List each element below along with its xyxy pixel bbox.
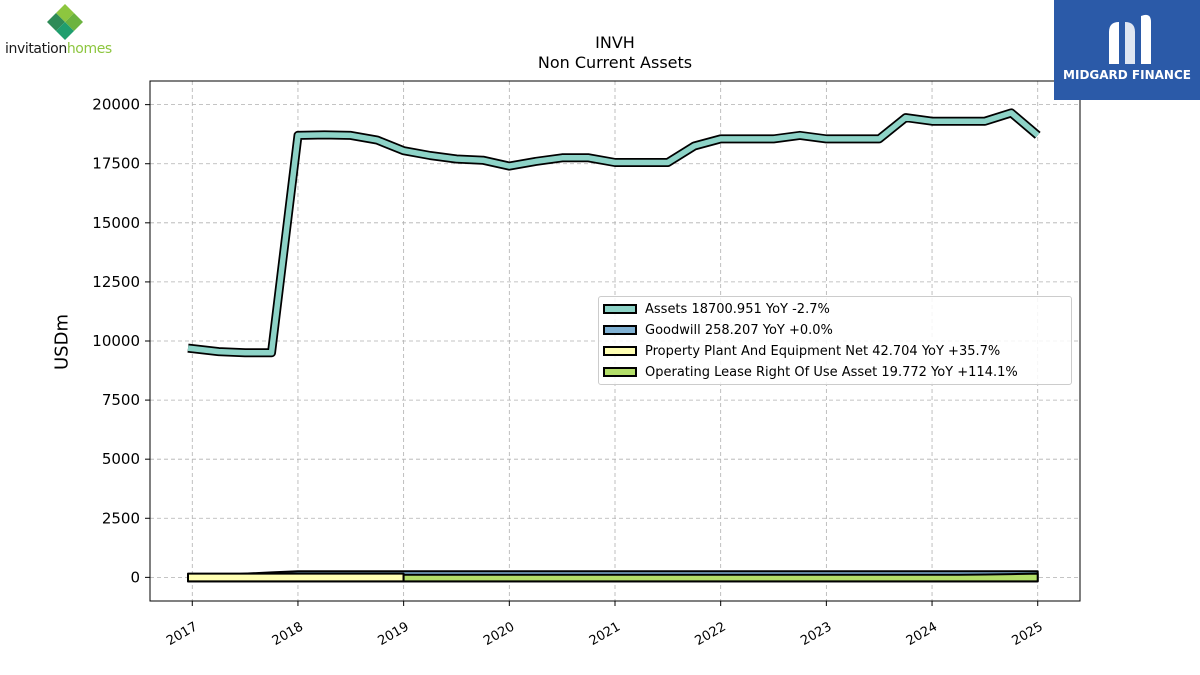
legend-label-ppe: Property Plant And Equipment Net 42.704 … xyxy=(645,343,1001,359)
midgard-name: MIDGARD FINANCE xyxy=(1063,68,1191,82)
invitation-homes-logo: invitationhomes xyxy=(0,0,140,64)
brand-name-part2: homes xyxy=(66,41,112,57)
legend-item-assets: Assets 18700.951 YoY -2.7% xyxy=(603,299,830,319)
chart-subtitle: Non Current Assets xyxy=(537,53,693,72)
series-assets xyxy=(187,108,1041,358)
y-tick-label: 5000 xyxy=(102,450,140,468)
series-operating-lease-area xyxy=(402,572,1039,583)
x-tick-label: 2021 xyxy=(587,619,623,649)
brand-name: invitationhomes xyxy=(5,41,112,57)
clover-icon xyxy=(47,4,83,40)
y-tick-label: 10000 xyxy=(92,332,140,350)
y-tick-label: 2500 xyxy=(102,509,140,527)
x-tick-label: 2019 xyxy=(375,619,411,649)
y-tick-label: 12500 xyxy=(92,273,140,291)
x-tick-label: 2024 xyxy=(904,619,940,649)
midgard-finance-watermark: MIDGARD FINANCE xyxy=(1054,0,1200,100)
x-tick-label: 2025 xyxy=(1010,619,1046,649)
series-property-plant-equipment-area xyxy=(187,572,405,583)
x-tick-label: 2017 xyxy=(164,619,200,649)
chart-legend: Assets 18700.951 YoY -2.7% Goodwill 258.… xyxy=(598,296,1072,385)
x-tick-label: 2023 xyxy=(798,619,834,649)
y-tick-label: 7500 xyxy=(102,391,140,409)
legend-swatch-operating-lease xyxy=(603,367,637,377)
chart-title: INVH xyxy=(595,33,635,52)
legend-item-goodwill: Goodwill 258.207 YoY +0.0% xyxy=(603,320,833,340)
legend-label-goodwill: Goodwill 258.207 YoY +0.0% xyxy=(645,322,833,338)
x-tick-label: 2022 xyxy=(693,619,729,649)
series-layer xyxy=(187,108,1041,583)
midgard-mark-icon xyxy=(1109,14,1151,64)
legend-item-ppe: Property Plant And Equipment Net 42.704 … xyxy=(603,341,1000,361)
legend-label-assets: Assets 18700.951 YoY -2.7% xyxy=(645,301,830,317)
x-tick-label: 2018 xyxy=(270,619,306,649)
series-operating-lease xyxy=(402,572,1039,583)
legend-swatch-goodwill xyxy=(603,325,637,335)
y-tick-label: 0 xyxy=(130,568,140,586)
brand-name-part1: invitation xyxy=(5,41,67,57)
legend-item-operating-lease: Operating Lease Right Of Use Asset 19.77… xyxy=(603,362,1018,382)
y-axis-label: USDm xyxy=(51,314,73,370)
legend-swatch-ppe xyxy=(603,346,637,356)
y-tick-label: 17500 xyxy=(92,155,140,173)
legend-label-operating-lease: Operating Lease Right Of Use Asset 19.77… xyxy=(645,364,1018,380)
legend-swatch-assets xyxy=(603,304,637,314)
x-tick-label: 2020 xyxy=(481,619,517,649)
assets-line xyxy=(187,110,1040,356)
series-property-plant-equipment xyxy=(187,572,405,583)
y-tick-label: 20000 xyxy=(92,96,140,114)
y-tick-label: 15000 xyxy=(92,214,140,232)
